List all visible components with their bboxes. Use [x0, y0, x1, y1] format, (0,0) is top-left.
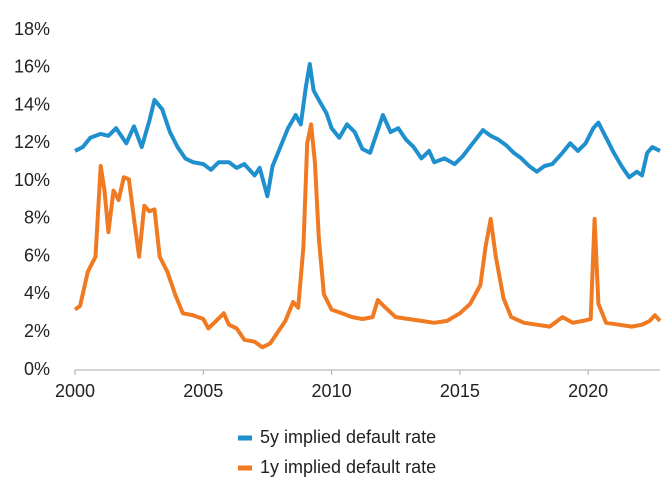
y-tick-label: 18% — [14, 19, 50, 39]
legend-label: 5y implied default rate — [260, 427, 436, 447]
x-tick-label: 2020 — [568, 381, 608, 401]
legend-label: 1y implied default rate — [260, 457, 436, 477]
x-tick-label: 2000 — [55, 381, 95, 401]
y-tick-label: 10% — [14, 170, 50, 190]
y-tick-label: 12% — [14, 132, 50, 152]
y-tick-label: 2% — [24, 321, 50, 341]
y-tick-label: 0% — [24, 359, 50, 379]
x-tick-label: 2015 — [440, 381, 480, 401]
x-tick-label: 2010 — [312, 381, 352, 401]
series-line — [73, 122, 662, 350]
x-tick-label: 2005 — [183, 381, 223, 401]
series-line — [74, 62, 661, 199]
y-tick-label: 8% — [24, 208, 50, 228]
y-tick-label: 4% — [24, 283, 50, 303]
y-tick-label: 16% — [14, 57, 50, 77]
y-tick-label: 14% — [14, 94, 50, 114]
y-tick-label: 6% — [24, 245, 50, 265]
